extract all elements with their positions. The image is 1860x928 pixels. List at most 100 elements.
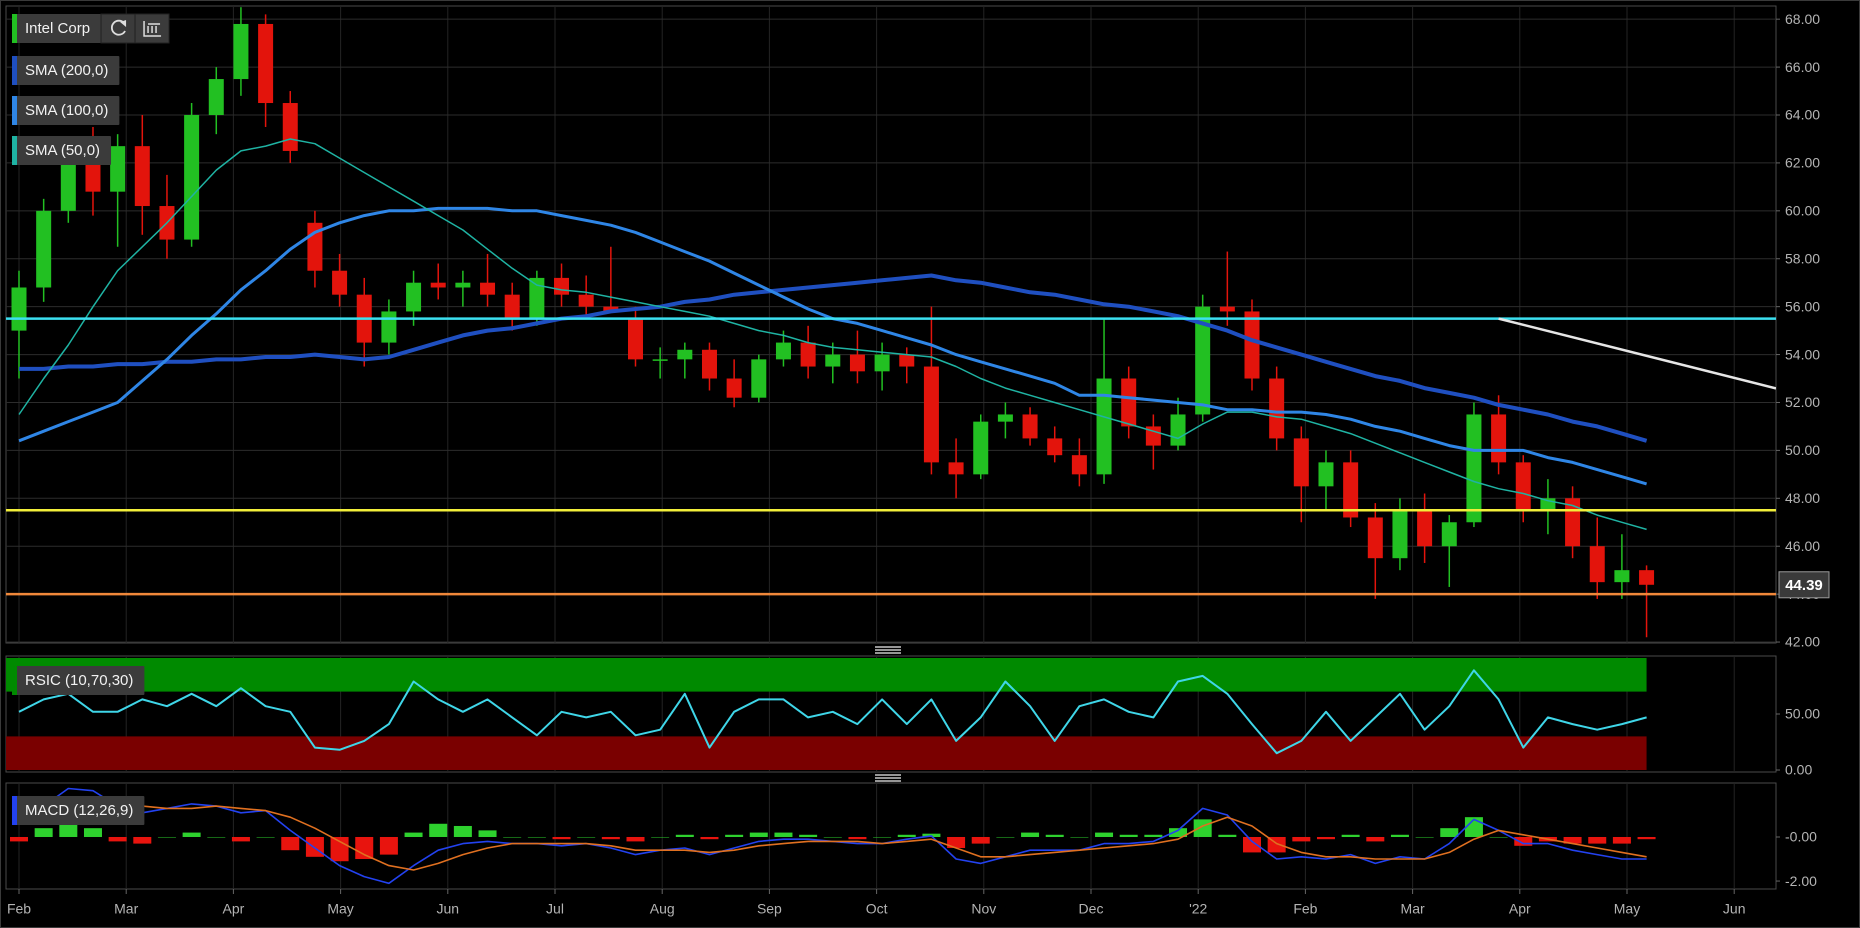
y-tick-label: 62.00: [1785, 155, 1820, 171]
histogram-bar: [626, 836, 645, 842]
candle-body: [923, 366, 939, 463]
histogram-bar: [1070, 836, 1089, 838]
candle-body: [751, 359, 767, 398]
panel-plot: [6, 6, 1776, 643]
badge-label: Intel Corp: [25, 20, 90, 37]
histogram-bar: [799, 834, 818, 837]
legend-badge[interactable]: SMA (200,0): [12, 56, 120, 85]
histogram-bar: [207, 836, 226, 838]
badge-bg: [12, 56, 120, 85]
candle-body: [1096, 378, 1112, 475]
x-tick-label: Jun: [437, 901, 460, 917]
histogram-bar: [453, 825, 472, 837]
legend-badge[interactable]: SMA (50,0): [12, 136, 112, 165]
settings-icon: [143, 21, 162, 37]
candle-body: [430, 282, 446, 288]
histogram-bar: [1637, 836, 1656, 840]
candle-body: [1145, 426, 1161, 446]
histogram-bar: [675, 834, 694, 837]
sma-line: [19, 273, 1648, 443]
badge-label: SMA (50,0): [25, 142, 100, 159]
y-tick-label: 60.00: [1785, 203, 1820, 219]
candle-body: [1293, 438, 1309, 487]
candle-body: [1540, 498, 1556, 511]
histogram-bar: [700, 836, 719, 840]
x-tick-label: Feb: [7, 901, 31, 917]
x-tick-label: Mar: [1401, 901, 1425, 917]
candle-body: [1022, 414, 1038, 439]
candle-body: [1170, 414, 1186, 446]
panel-handle[interactable]: [875, 646, 901, 654]
histogram-bar: [873, 836, 892, 838]
badge-label: RSIC (10,70,30): [25, 672, 133, 689]
candle-body: [701, 349, 717, 379]
y-tick-label: 56.00: [1785, 298, 1820, 314]
candle-body: [899, 354, 915, 367]
histogram-bar: [725, 834, 744, 837]
histogram-bar: [1045, 834, 1064, 837]
histogram-bar: [281, 836, 300, 851]
candle-body: [529, 277, 545, 319]
histogram-bar: [256, 836, 275, 838]
legend-badge[interactable]: SMA (100,0): [12, 96, 120, 125]
histogram-bar: [1243, 836, 1261, 853]
badge-stripe: [12, 136, 17, 165]
candle-body: [455, 282, 471, 288]
x-tick-label: Dec: [1079, 901, 1104, 917]
histogram-bar: [355, 836, 374, 860]
candle-body: [1071, 455, 1087, 475]
x-tick-label: Mar: [114, 901, 138, 917]
zone-band: [6, 736, 1647, 770]
candle-body: [1515, 462, 1531, 511]
badge-bg: [12, 96, 120, 125]
histogram-bar: [774, 832, 793, 837]
legend-badge[interactable]: Intel Corp: [12, 14, 102, 43]
histogram-bar: [1588, 836, 1607, 844]
histogram-bar: [552, 836, 571, 840]
legend-badge[interactable]: MACD (12,26,9): [12, 796, 145, 825]
candle-body: [677, 349, 693, 360]
histogram-bar: [133, 836, 152, 844]
candle-body: [134, 146, 150, 207]
histogram-bar: [429, 823, 448, 837]
candle-body: [628, 318, 643, 360]
candle-body: [36, 210, 52, 288]
candle-body: [184, 115, 200, 240]
histogram-bar: [503, 836, 522, 838]
y-tick-label: 0.00: [1785, 762, 1812, 778]
refresh-button[interactable]: [100, 13, 136, 44]
candle-body: [1318, 462, 1334, 487]
histogram-bar: [1341, 834, 1360, 837]
x-tick-label: Sep: [757, 901, 782, 917]
panel-handle[interactable]: [875, 774, 901, 782]
candle-body: [233, 23, 249, 80]
candle-body: [652, 359, 668, 361]
badge-stripe: [12, 96, 17, 125]
histogram-bar: [527, 836, 546, 838]
histogram-bar: [231, 836, 250, 842]
badge-bg: [12, 666, 145, 695]
legend-badge[interactable]: RSIC (10,70,30): [12, 666, 145, 695]
zone-band: [6, 658, 1647, 692]
x-tick-label: Nov: [971, 901, 996, 917]
candle-body: [973, 421, 989, 475]
candle-body: [1639, 570, 1655, 585]
candle-body: [1269, 378, 1285, 439]
toolbar[interactable]: [100, 13, 170, 44]
histogram-bar: [1119, 834, 1138, 837]
candle-body: [480, 282, 496, 295]
histogram-bar: [971, 836, 990, 844]
candle-body: [1466, 414, 1482, 523]
candle-body: [578, 294, 594, 307]
histogram-bar: [1144, 834, 1163, 837]
histogram-bar: [1563, 836, 1582, 844]
histogram-bar: [83, 828, 102, 837]
histogram-bar: [404, 832, 423, 837]
histogram-bar: [1415, 836, 1434, 838]
trendline-extension: [1498, 317, 1776, 390]
y-tick-label: -0.00: [1785, 829, 1817, 845]
candle-body: [504, 294, 520, 319]
histogram-bar: [108, 836, 127, 842]
x-tick-label: '22: [1189, 901, 1207, 917]
y-tick-label: 50.00: [1785, 706, 1820, 722]
